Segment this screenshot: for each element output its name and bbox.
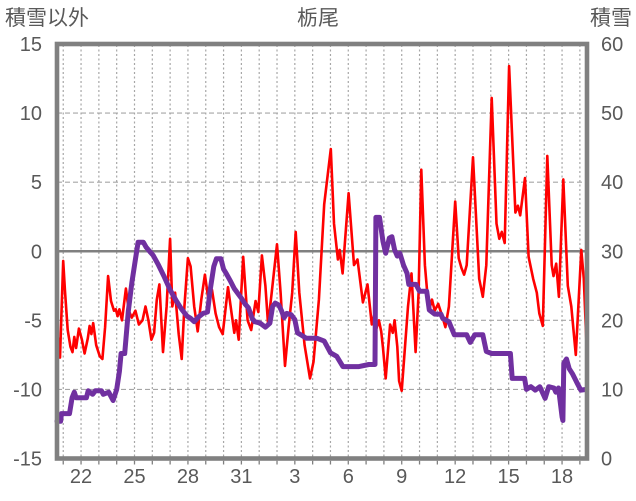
right-tick-label: 50 <box>601 103 623 125</box>
left-axis-title: 積雪以外 <box>5 7 89 30</box>
temperature-line <box>55 64 588 393</box>
x-tick-label: 3 <box>289 466 300 488</box>
right-tick-label: 20 <box>601 310 623 332</box>
plot-border <box>54 41 590 461</box>
chart-title: 栃尾 <box>297 7 339 30</box>
x-tick-label: 12 <box>444 466 466 488</box>
x-tick-label: 25 <box>123 466 145 488</box>
left-tick-label: 5 <box>31 172 42 194</box>
snow-depth-line <box>54 214 590 424</box>
x-tick-label: 18 <box>551 466 573 488</box>
right-tick-label: 40 <box>601 172 623 194</box>
right-tick-label: 0 <box>601 449 612 471</box>
right-tick-label: 30 <box>601 241 623 263</box>
left-tick-label: 10 <box>20 103 42 125</box>
left-tick-label: -10 <box>13 379 42 401</box>
x-tick-label: 28 <box>177 466 199 488</box>
left-tick-label: 0 <box>31 241 42 263</box>
x-tick-label: 15 <box>497 466 519 488</box>
right-tick-label: 60 <box>601 34 623 56</box>
left-tick-label: 15 <box>20 34 42 56</box>
right-tick-label: 10 <box>601 379 623 401</box>
x-tick-label: 6 <box>343 466 354 488</box>
x-tick-label: 31 <box>230 466 252 488</box>
x-tick-label: 9 <box>396 466 407 488</box>
x-tick-label: 22 <box>70 466 92 488</box>
left-tick-label: -5 <box>24 310 42 332</box>
left-tick-label: -15 <box>13 449 42 471</box>
right-axis-title: 積雪 <box>590 7 632 30</box>
